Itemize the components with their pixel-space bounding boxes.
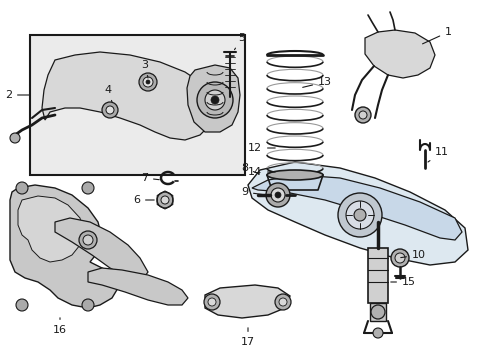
Polygon shape — [55, 218, 148, 280]
Circle shape — [372, 328, 382, 338]
Text: 2: 2 — [5, 90, 29, 100]
Circle shape — [370, 305, 384, 319]
Text: 17: 17 — [241, 328, 255, 347]
Text: 14: 14 — [247, 167, 275, 177]
Polygon shape — [364, 30, 434, 78]
Circle shape — [82, 299, 94, 311]
Circle shape — [337, 193, 381, 237]
Text: 10: 10 — [400, 250, 425, 260]
Circle shape — [106, 106, 114, 114]
Text: 7: 7 — [141, 173, 159, 183]
Circle shape — [354, 107, 370, 123]
Text: 3: 3 — [141, 60, 148, 78]
Text: 5: 5 — [234, 33, 245, 50]
Text: 1: 1 — [422, 27, 451, 44]
Circle shape — [102, 102, 118, 118]
Circle shape — [346, 201, 373, 229]
Polygon shape — [42, 52, 215, 140]
Circle shape — [142, 77, 153, 87]
Ellipse shape — [266, 170, 323, 180]
Circle shape — [146, 80, 150, 84]
Circle shape — [157, 192, 173, 208]
Text: 8: 8 — [241, 163, 259, 174]
Circle shape — [265, 183, 289, 207]
Text: 9: 9 — [241, 187, 263, 197]
Circle shape — [139, 73, 157, 91]
Circle shape — [279, 298, 286, 306]
Circle shape — [394, 253, 404, 263]
Circle shape — [161, 196, 169, 204]
Text: 11: 11 — [427, 147, 448, 162]
Polygon shape — [10, 185, 118, 308]
Text: 16: 16 — [53, 318, 67, 335]
Text: 13: 13 — [302, 77, 331, 87]
Text: 15: 15 — [390, 277, 415, 287]
Circle shape — [207, 298, 216, 306]
Circle shape — [353, 209, 365, 221]
Polygon shape — [251, 175, 461, 240]
Text: 12: 12 — [247, 143, 275, 153]
Circle shape — [79, 231, 97, 249]
Text: 6: 6 — [133, 195, 154, 205]
Circle shape — [390, 249, 408, 267]
Circle shape — [83, 235, 93, 245]
Polygon shape — [247, 162, 467, 265]
Polygon shape — [186, 65, 240, 132]
Circle shape — [270, 188, 285, 202]
Circle shape — [197, 82, 232, 118]
Polygon shape — [18, 196, 84, 262]
Circle shape — [16, 299, 28, 311]
Circle shape — [203, 294, 220, 310]
Bar — [30, 35, 244, 175]
Bar — [367, 248, 387, 303]
Circle shape — [82, 182, 94, 194]
Circle shape — [10, 133, 20, 143]
Circle shape — [274, 294, 290, 310]
Circle shape — [210, 96, 219, 104]
Circle shape — [358, 111, 366, 119]
Text: 4: 4 — [104, 85, 112, 102]
Circle shape — [204, 90, 224, 110]
Circle shape — [274, 192, 281, 198]
Bar — [369, 303, 385, 321]
Circle shape — [16, 182, 28, 194]
Polygon shape — [88, 268, 187, 305]
Polygon shape — [204, 285, 289, 318]
